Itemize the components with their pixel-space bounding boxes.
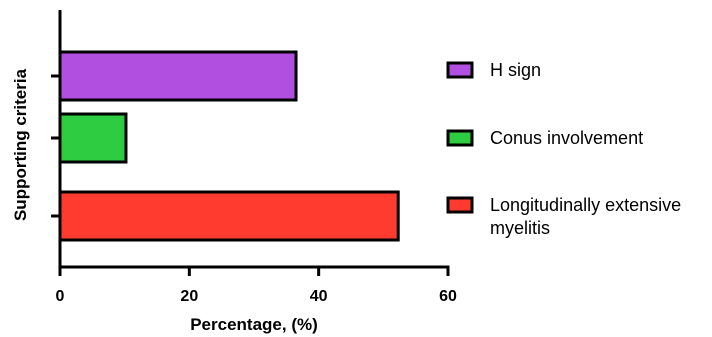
- y-axis-title: Supporting criteria: [11, 68, 30, 221]
- x-tick-label: 0: [56, 288, 65, 305]
- legend-label-conus: Conus involvement: [490, 128, 643, 148]
- legend-label-h_sign: H sign: [490, 60, 541, 80]
- legend-swatch-h_sign: [446, 61, 474, 79]
- legend: H sign Conus involvement Longitudinally ex…: [446, 60, 681, 238]
- x-tick-label: 40: [310, 288, 328, 305]
- legend-swatch-letm: [446, 196, 474, 214]
- legend-label-letm: Longitudinally extensive myelitis: [490, 195, 681, 238]
- bar-letm: [58, 190, 400, 242]
- x-axis-title: Percentage, (%): [190, 315, 318, 334]
- bar-h_sign: [58, 50, 298, 102]
- x-tick-label: 60: [439, 288, 457, 305]
- x-tick-label: 20: [180, 288, 198, 305]
- bars: [58, 50, 400, 242]
- bar-conus: [58, 112, 128, 164]
- legend-swatch-conus: [446, 129, 474, 147]
